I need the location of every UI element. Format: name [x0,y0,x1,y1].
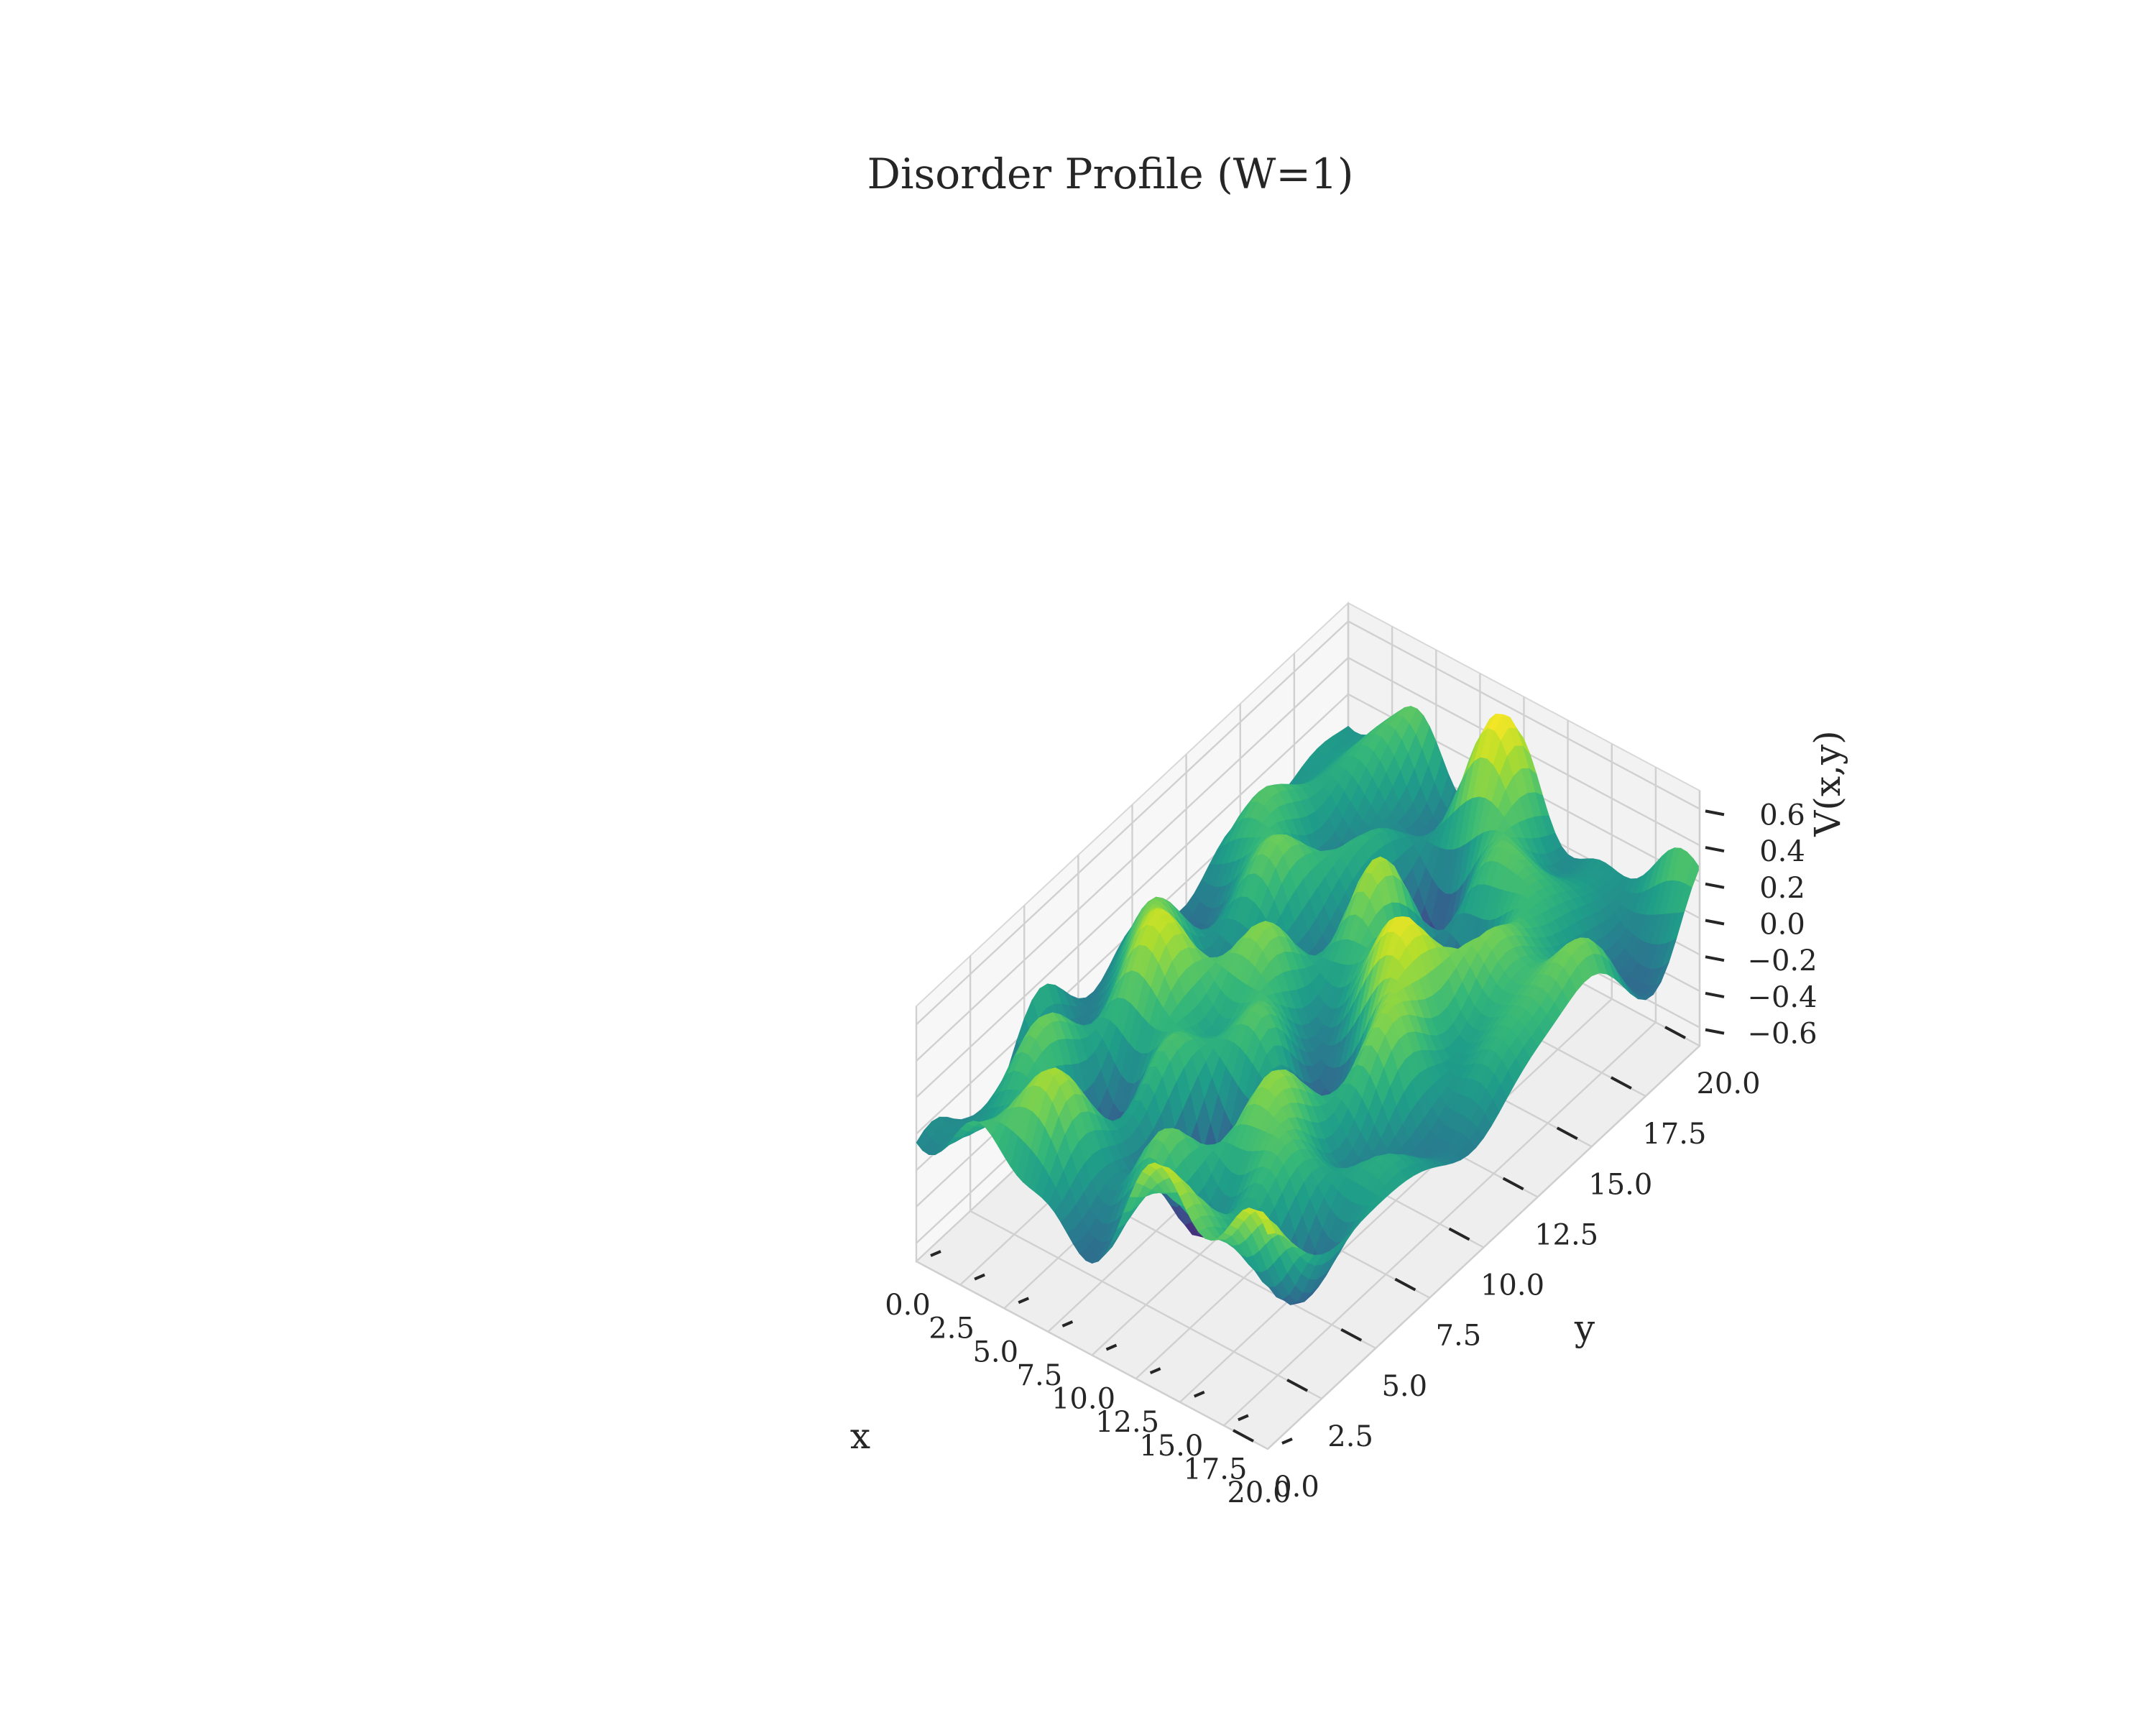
x-tick-label: 12.5 [1095,1406,1159,1439]
z-tick-6 [1705,809,1725,816]
x-tick-2 [1018,1297,1030,1305]
y-tick-5 [1502,1177,1524,1191]
y-tick-1 [1286,1379,1309,1392]
x-tick-label: 0.0 [885,1289,931,1322]
x-tick-label: 17.5 [1183,1453,1247,1486]
z-axis-label: V(x,y) [1807,730,1848,837]
z-tick-label: 0.0 [1759,908,1805,942]
y-axis-label: y [1574,1307,1595,1349]
y-tick-label: 7.5 [1436,1320,1482,1353]
x-tick-8 [1281,1438,1293,1445]
x-tick-label: 20.0 [1227,1476,1291,1509]
y-tick-0 [1233,1429,1254,1443]
gridline-z-6 [916,620,1700,1026]
z-tick-label: −0.4 [1747,981,1817,1014]
x-axis-line [916,1260,1268,1450]
y-tick-8 [1664,1026,1686,1039]
z-tick-label: 0.6 [1759,799,1805,832]
y-tick-label: 2.5 [1327,1420,1373,1453]
y-tick-label: 10.0 [1480,1269,1544,1302]
z-tick-0 [1705,1028,1725,1035]
z-tick-2 [1705,955,1725,962]
z-tick-5 [1705,846,1725,853]
y-tick-6 [1556,1126,1578,1141]
gridline-z-5 [916,656,1700,1062]
y-tick-label: 20.0 [1696,1067,1760,1100]
y-axis-line [1267,1045,1700,1450]
y-tick-label: 15.0 [1588,1168,1652,1201]
chart-title: Disorder Profile (W=1) [867,150,1353,198]
x-tick-label: 10.0 [1051,1383,1115,1416]
x-tick-label: 7.5 [1017,1359,1063,1392]
y-tick-3 [1394,1277,1416,1292]
x-tick-0 [930,1250,941,1257]
y-tick-7 [1610,1076,1632,1090]
z-tick-label: 0.4 [1759,835,1805,868]
x-axis-label: x [850,1415,870,1457]
y-tick-label: 12.5 [1534,1218,1598,1251]
x-tick-4 [1105,1343,1118,1351]
axes: 0.02.55.07.510.012.515.017.520.00.02.55.… [885,791,1818,1509]
z-tick-label: −0.6 [1747,1018,1817,1051]
z-tick-1 [1705,991,1725,998]
y-tick-label: 17.5 [1642,1118,1706,1151]
x-tick-1 [974,1273,985,1281]
x-tick-label: 15.0 [1139,1430,1203,1463]
y-tick-4 [1448,1227,1470,1241]
z-tick-4 [1705,882,1725,889]
x-tick-6 [1193,1390,1205,1398]
z-tick-3 [1705,919,1725,926]
x-tick-label: 2.5 [929,1312,975,1346]
x-tick-3 [1061,1320,1074,1328]
x-tick-7 [1238,1414,1249,1422]
z-tick-label: −0.2 [1747,944,1817,978]
x-tick-label: 5.0 [972,1335,1018,1368]
surface-mesh [916,706,1700,1305]
z-tick-label: 0.2 [1759,872,1805,905]
gridline-z-4 [916,693,1700,1098]
y-tick-label: 5.0 [1381,1370,1427,1403]
surface-patch [1261,1219,1276,1235]
x-tick-5 [1149,1367,1161,1374]
y-tick-2 [1340,1328,1363,1342]
y-tick-label: 0.0 [1273,1471,1319,1504]
